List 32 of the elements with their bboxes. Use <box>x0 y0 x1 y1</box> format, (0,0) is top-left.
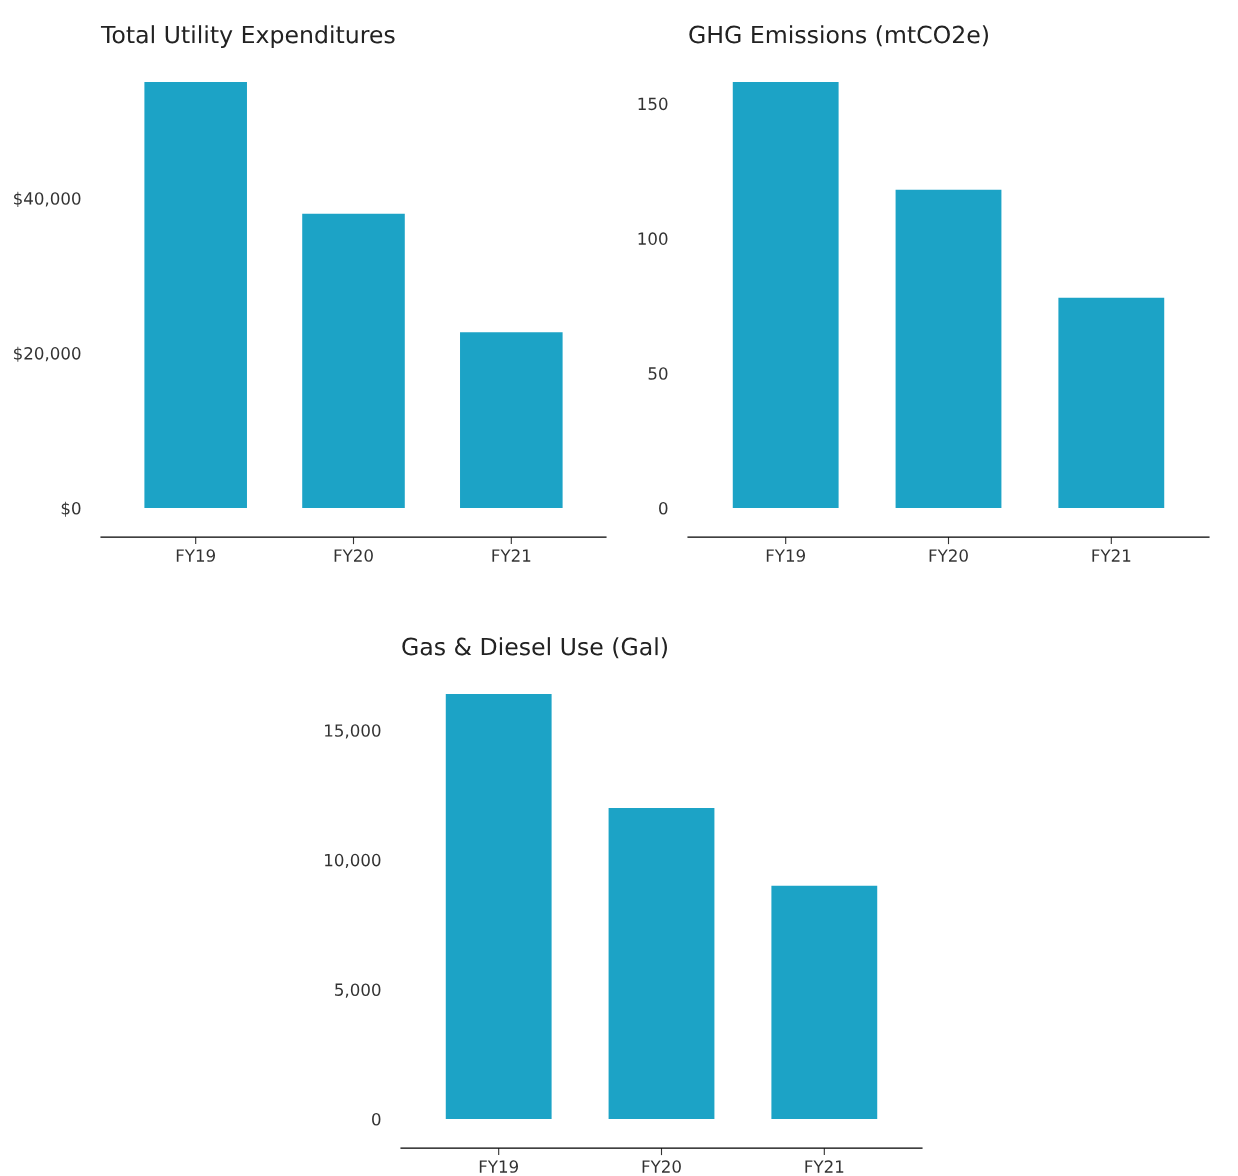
bar <box>608 808 715 1119</box>
y-tick-label: 5,000 <box>335 983 381 998</box>
y-tick-label: $40,000 <box>14 191 81 207</box>
y-tick-label: $20,000 <box>14 346 81 362</box>
y-tick-label: 10,000 <box>325 853 381 869</box>
x-tick-label: FY21 <box>805 1160 844 1173</box>
x-tick-label: FY20 <box>929 549 968 562</box>
chart-title: Gas & Diesel Use (Gal) <box>402 637 667 659</box>
x-tick-label: FY19 <box>479 1160 518 1173</box>
bar <box>460 332 563 508</box>
x-tick-label: FY20 <box>334 549 373 562</box>
x-tick-label: FY20 <box>642 1160 681 1173</box>
chart-title: GHG Emissions (mtCO2e) <box>689 25 988 47</box>
y-tick-label: 150 <box>638 97 668 111</box>
x-tick-label: FY19 <box>176 549 215 562</box>
y-tick-label: 100 <box>638 232 668 245</box>
x-tick-label: FY19 <box>766 549 805 562</box>
bar <box>1058 297 1165 508</box>
x-tick-label: FY21 <box>492 549 531 562</box>
x-tick-label: FY21 <box>1092 549 1131 562</box>
chart-title: Total Utility Expenditures <box>100 25 395 49</box>
bar <box>895 189 1002 508</box>
bar <box>771 885 878 1119</box>
y-tick-label: 15,000 <box>325 724 381 739</box>
y-tick-label: 0 <box>372 1112 381 1126</box>
y-tick-label: 50 <box>648 367 668 380</box>
bar <box>302 213 405 508</box>
bar <box>144 82 247 508</box>
bar <box>732 82 839 508</box>
bar <box>445 694 552 1119</box>
y-tick-label: $0 <box>61 501 81 517</box>
y-tick-label: 0 <box>659 501 668 515</box>
